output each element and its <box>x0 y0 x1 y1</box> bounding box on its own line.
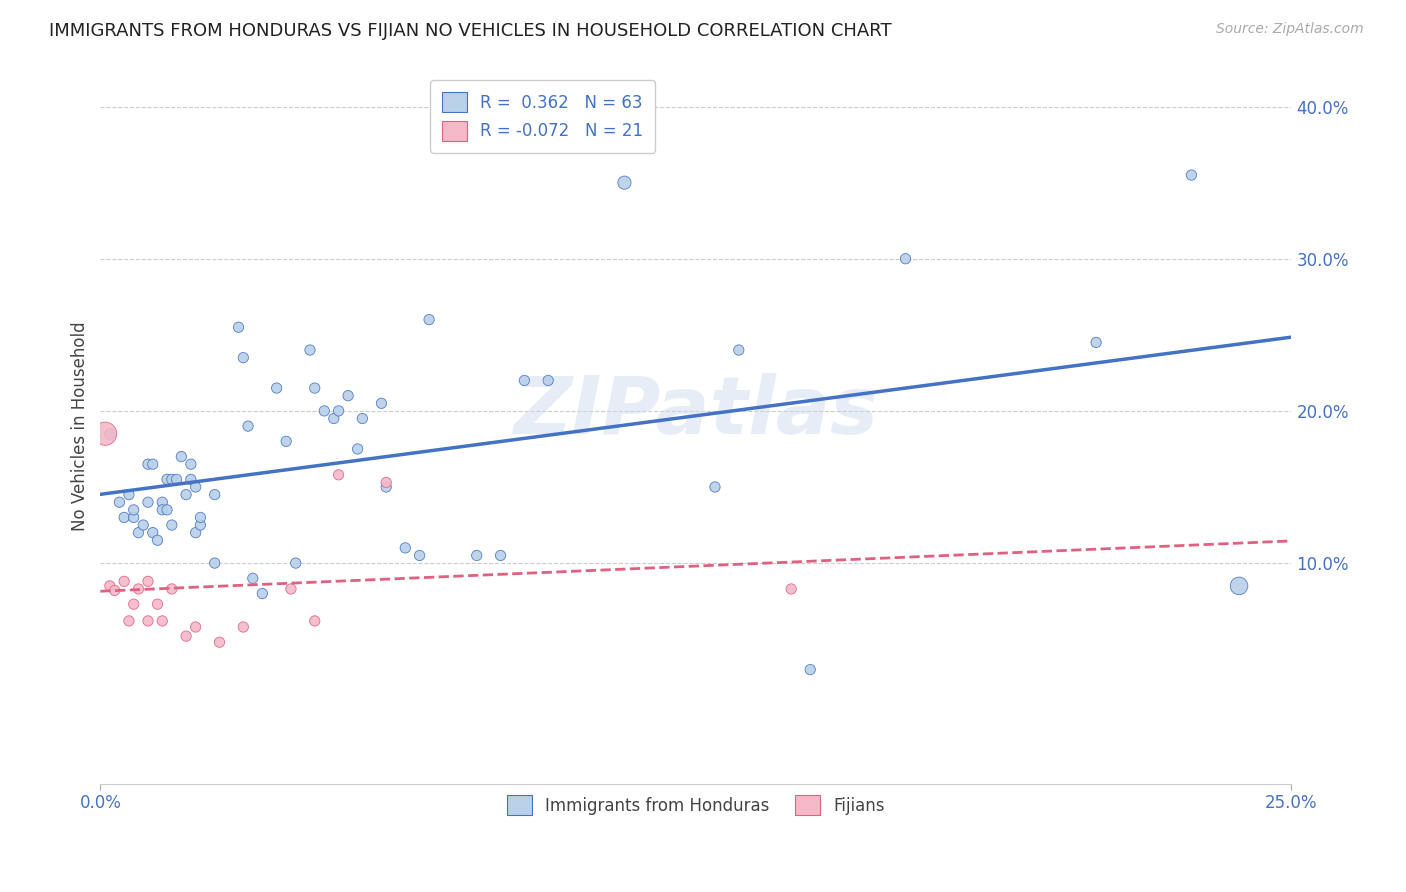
Point <box>204 487 226 501</box>
Point <box>704 480 727 494</box>
Point <box>228 320 250 334</box>
Point <box>1180 168 1202 182</box>
Point <box>1227 579 1250 593</box>
Point <box>328 404 350 418</box>
Point <box>537 374 560 388</box>
Point <box>304 614 326 628</box>
Point <box>112 510 135 524</box>
Point <box>156 472 179 486</box>
Point <box>156 503 179 517</box>
Point <box>727 343 749 357</box>
Point <box>132 518 155 533</box>
Point <box>894 252 917 266</box>
Point <box>337 389 360 403</box>
Point <box>418 312 440 326</box>
Point <box>780 582 803 596</box>
Point <box>232 620 254 634</box>
Point <box>280 582 302 596</box>
Point <box>328 467 350 482</box>
Y-axis label: No Vehicles in Household: No Vehicles in Household <box>72 321 89 531</box>
Point <box>298 343 321 357</box>
Point <box>136 574 159 589</box>
Point <box>118 614 141 628</box>
Point <box>252 586 274 600</box>
Point <box>180 472 202 486</box>
Point <box>190 518 212 533</box>
Point <box>370 396 392 410</box>
Point <box>394 541 416 555</box>
Point <box>799 663 821 677</box>
Point <box>408 549 430 563</box>
Point <box>166 472 188 486</box>
Point <box>160 582 183 596</box>
Point <box>146 597 169 611</box>
Point <box>513 374 536 388</box>
Point <box>236 419 259 434</box>
Point <box>122 510 145 524</box>
Point <box>266 381 288 395</box>
Point <box>174 487 197 501</box>
Legend: Immigrants from Honduras, Fijians: Immigrants from Honduras, Fijians <box>498 785 894 825</box>
Text: ZIPatlas: ZIPatlas <box>513 373 879 450</box>
Point <box>375 475 398 490</box>
Point <box>180 457 202 471</box>
Point <box>184 620 207 634</box>
Point <box>322 411 344 425</box>
Point <box>208 635 231 649</box>
Text: IMMIGRANTS FROM HONDURAS VS FIJIAN NO VEHICLES IN HOUSEHOLD CORRELATION CHART: IMMIGRANTS FROM HONDURAS VS FIJIAN NO VE… <box>49 22 891 40</box>
Point <box>232 351 254 365</box>
Point <box>112 574 135 589</box>
Point <box>160 518 183 533</box>
Point <box>314 404 336 418</box>
Point <box>150 614 173 628</box>
Point <box>184 480 207 494</box>
Point <box>346 442 368 456</box>
Point <box>108 495 131 509</box>
Point <box>352 411 374 425</box>
Point <box>276 434 298 449</box>
Point <box>142 457 165 471</box>
Point <box>146 533 169 548</box>
Point <box>284 556 307 570</box>
Point <box>98 426 121 441</box>
Point <box>1085 335 1108 350</box>
Point <box>136 614 159 628</box>
Point <box>127 525 149 540</box>
Point <box>118 487 141 501</box>
Point <box>150 495 173 509</box>
Point <box>190 510 212 524</box>
Point <box>98 579 121 593</box>
Point <box>204 556 226 570</box>
Point <box>136 457 159 471</box>
Point <box>304 381 326 395</box>
Point <box>127 582 149 596</box>
Point <box>142 525 165 540</box>
Point <box>184 525 207 540</box>
Point <box>465 549 488 563</box>
Point <box>375 480 398 494</box>
Point <box>122 503 145 517</box>
Point <box>170 450 193 464</box>
Point <box>174 629 197 643</box>
Point <box>613 176 636 190</box>
Point <box>160 472 183 486</box>
Point <box>104 583 127 598</box>
Point <box>122 597 145 611</box>
Point <box>242 571 264 585</box>
Text: Source: ZipAtlas.com: Source: ZipAtlas.com <box>1216 22 1364 37</box>
Point <box>150 503 173 517</box>
Point <box>489 549 512 563</box>
Point <box>136 495 159 509</box>
Point <box>94 426 117 441</box>
